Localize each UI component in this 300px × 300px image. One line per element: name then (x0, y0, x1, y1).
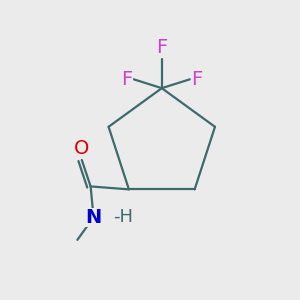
Text: O: O (74, 140, 89, 158)
Text: F: F (121, 70, 132, 89)
Text: F: F (191, 70, 202, 89)
Text: N: N (85, 208, 102, 227)
Text: F: F (156, 38, 167, 57)
Text: -H: -H (113, 208, 133, 226)
